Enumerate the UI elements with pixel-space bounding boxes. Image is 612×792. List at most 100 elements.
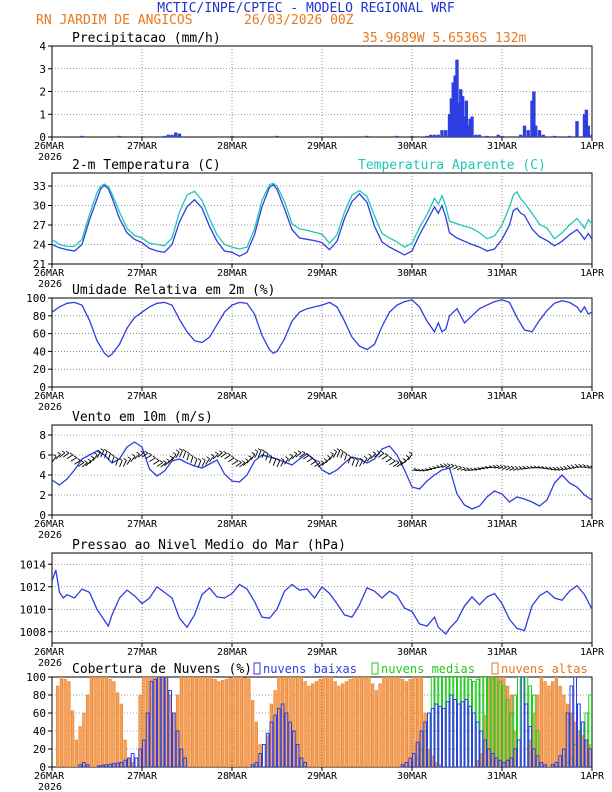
cloud-high-bar (67, 681, 71, 767)
wind-barb-flag (175, 449, 180, 453)
temp-xtick-label: 29MAR (307, 268, 338, 279)
wind-barb-flag (376, 450, 381, 454)
wind-barb (381, 455, 389, 460)
rh-title: Umidade Relativa em 2m (%) (72, 283, 276, 298)
wind-barb-flag (80, 460, 85, 463)
cloud-high-bar (322, 677, 326, 767)
wind-plot (52, 441, 592, 510)
wind-barb (340, 451, 344, 459)
cloud-high-bar (412, 677, 416, 767)
wind-barb (81, 462, 88, 468)
cloud-low-bar (250, 764, 255, 767)
cloud-high-bar (554, 677, 558, 767)
precip-bar (80, 135, 84, 137)
cloud-low-bar (292, 730, 296, 767)
wind-barb (287, 455, 294, 462)
wind-barb (490, 466, 496, 469)
cloud-low-bar (85, 764, 90, 767)
rh-xtick-label: 1APR (580, 391, 605, 402)
wind-barb-flag (202, 457, 206, 461)
wind-barb-flag (163, 460, 167, 463)
wind-barb-flag (343, 451, 347, 455)
precip-bar (440, 130, 444, 137)
wind-barb (505, 467, 511, 471)
wind-barb-flag (110, 453, 115, 457)
wind-barb-flag (436, 464, 440, 468)
cloud-low-bar (505, 759, 510, 767)
wind-barb-flag (127, 456, 132, 460)
wind-barb (261, 451, 265, 459)
cloud-high-bar (89, 677, 93, 767)
cloud-high-bar (551, 681, 555, 767)
cloud-high-bar (63, 679, 67, 767)
precip-bar (470, 116, 474, 137)
temp-legend: Temperatura Aparente (C) (358, 158, 546, 173)
wind-barb-flag (384, 453, 389, 456)
wind-barb (498, 466, 504, 470)
cloud-high-bar (389, 677, 393, 767)
header-run: 26/03/2026 00Z (244, 13, 354, 28)
wind-barb-flag (450, 463, 455, 467)
wind-barb (55, 453, 61, 460)
cloud-legend-swatch (371, 662, 379, 675)
wind-barb-flag (94, 452, 98, 456)
clouds-year-label: 2026 (38, 782, 62, 792)
rh-ytick-label: 20 (33, 363, 46, 376)
wind-barb (175, 451, 180, 459)
cloud-low-bar (543, 764, 547, 767)
precip-bar (230, 135, 234, 137)
precip-xtick-label: 31MAR (487, 141, 518, 152)
cloud-high-bar (419, 677, 423, 767)
cloud-high-bar (326, 677, 330, 767)
wind-barb-flag (155, 458, 160, 461)
cloud-low-bar (262, 744, 266, 767)
cloud-high-bar (363, 677, 367, 767)
cloud-low-bar (442, 708, 446, 767)
wind-barb (332, 451, 338, 458)
cloud-high-bar (217, 681, 221, 767)
wind-barb-flag (77, 458, 81, 461)
wind-barb-flag (317, 460, 321, 463)
clouds-ytick-label: 0 (39, 761, 46, 774)
cloud-high-bar (179, 677, 183, 767)
cloud-legend-swatch (253, 662, 261, 675)
wind-barb-flag (107, 450, 111, 454)
wind-barb-flag (462, 466, 466, 470)
wind-barb (370, 453, 377, 459)
temp-xtick-label: 27MAR (127, 268, 158, 279)
wind-barb (77, 462, 85, 467)
precip-bar (500, 135, 504, 137)
wind-barb-flag (466, 467, 470, 470)
cloud-low-bar (142, 739, 146, 767)
wind-barb (160, 462, 167, 468)
precip-bar (519, 134, 523, 137)
precip-bar (459, 89, 463, 137)
cloud-high-bar (386, 677, 390, 767)
wind-barb (580, 465, 586, 468)
cloud-high-bar (56, 685, 60, 767)
wind-barb (336, 450, 341, 458)
precip-bar (444, 130, 448, 137)
wind-barb-flag (582, 463, 586, 467)
wind-barb-flag (301, 450, 306, 454)
cloud-high-bar (194, 677, 198, 767)
wind-barb (554, 468, 560, 471)
precip-bar (586, 125, 590, 137)
rh-xtick-label: 26MAR (34, 391, 65, 402)
pressure-xtick-label: 1APR (580, 647, 605, 658)
wind-barb (197, 460, 202, 468)
wind-barb (201, 460, 206, 467)
cloud-low-bar (145, 712, 150, 767)
wind-barb (565, 467, 571, 471)
cloud-high-bar (116, 692, 120, 767)
clouds-ytick-label: 100 (26, 671, 46, 684)
precip-bar (590, 134, 592, 137)
wind-barb (182, 451, 187, 458)
wind-barb (351, 459, 355, 466)
wind-barb-flag (355, 458, 359, 461)
wind-barb (464, 469, 470, 471)
cloud-low-bar (445, 701, 450, 767)
cloud-low-bar (82, 762, 86, 767)
precip-bar (532, 91, 536, 137)
